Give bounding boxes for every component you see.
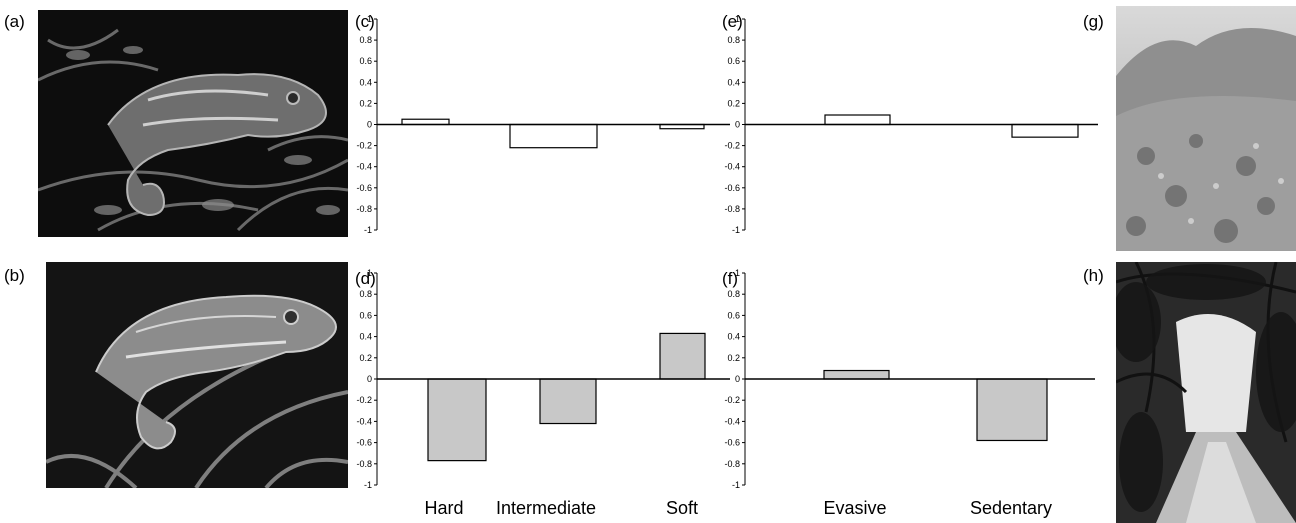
chart-d-y-tick-label: 0.2 bbox=[359, 353, 372, 363]
chart-e-y-tick-label: -0.4 bbox=[724, 162, 740, 172]
chart-c-y-tick-label: 1 bbox=[367, 14, 372, 24]
chart-f-y-tick-label: 0.2 bbox=[727, 353, 740, 363]
chart-c-y-tick-label: 0 bbox=[367, 120, 372, 130]
chart-c-y-tick-label: -0.6 bbox=[356, 183, 372, 193]
chart-e-y-tick-label: 0.4 bbox=[727, 77, 740, 87]
photo-habitat-g bbox=[1116, 6, 1296, 251]
chart-f-bar-evasive bbox=[823, 369, 890, 380]
fynbos-habitat-image bbox=[1116, 6, 1296, 251]
chart-e-y-tick-label: 0.2 bbox=[727, 98, 740, 108]
chart-c-bar-hard bbox=[401, 118, 450, 126]
chameleon-a-image bbox=[38, 10, 348, 237]
chart-e-y-tick-label: 1 bbox=[735, 14, 740, 24]
category-label-soft: Soft bbox=[666, 498, 698, 518]
chart-f-y-tick-label: 0 bbox=[735, 374, 740, 384]
category-label-intermediate: Intermediate bbox=[496, 498, 596, 518]
chart-e-y-tick-label: -1 bbox=[732, 225, 740, 235]
chart-f-y-tick-label: -0.4 bbox=[724, 416, 740, 426]
chart-f-y-tick-label: 0.6 bbox=[727, 310, 740, 320]
chart-d-y-tick-label: -1 bbox=[364, 480, 372, 490]
chart-e-y-tick-label: 0 bbox=[735, 120, 740, 130]
panel-label-f: (f) bbox=[722, 269, 739, 288]
chart-d-y-tick-label: 0.4 bbox=[359, 332, 372, 342]
chart-e-y-tick-label: 0.8 bbox=[727, 35, 740, 45]
forest-stream-image bbox=[1116, 262, 1296, 523]
chart-d-y-tick-label: 0 bbox=[367, 374, 372, 384]
photo-chameleon-a bbox=[38, 10, 348, 237]
panel-label-g: (g) bbox=[1083, 12, 1104, 31]
chart-c-y-tick-label: 0.4 bbox=[359, 77, 372, 87]
chart-f-y-tick-label: -0.6 bbox=[724, 438, 740, 448]
chart-f-y-tick-label: 0.8 bbox=[727, 289, 740, 299]
chart-f-y-tick-label: -0.8 bbox=[724, 459, 740, 469]
chart-f-y-tick-label: -0.2 bbox=[724, 395, 740, 405]
chart-c-y-tick-label: 0.6 bbox=[359, 56, 372, 66]
chart-e-y-tick-label: 0.6 bbox=[727, 56, 740, 66]
chart-d-bar-intermediate bbox=[539, 378, 597, 425]
panel-label-e: (e) bbox=[722, 12, 743, 31]
chart-d-bar-hard bbox=[427, 378, 487, 462]
chart-d-y-tick-label: -0.4 bbox=[356, 416, 372, 426]
chart-e-bar-sedentary bbox=[1011, 123, 1079, 138]
photo-chameleon-b bbox=[46, 262, 348, 488]
chart-e-y-tick-label: -0.8 bbox=[724, 204, 740, 214]
chart-c-y-tick-label: -0.2 bbox=[356, 141, 372, 151]
chart-c-y-tick-label: -0.8 bbox=[356, 204, 372, 214]
chart-c-y-tick-label: -1 bbox=[364, 225, 372, 235]
chameleon-b-image bbox=[46, 262, 348, 488]
chart-d-y-tick-label: 0.8 bbox=[359, 289, 372, 299]
chart-e-bar-evasive bbox=[824, 114, 891, 126]
category-label-hard: Hard bbox=[424, 498, 463, 518]
panel-label-b: (b) bbox=[4, 266, 25, 285]
panel-label-a: (a) bbox=[4, 12, 25, 31]
panel-label-c: (c) bbox=[355, 12, 375, 31]
photo-habitat-h bbox=[1116, 262, 1296, 523]
chart-d-y-tick-label: -0.6 bbox=[356, 438, 372, 448]
chart-f-bar-sedentary bbox=[976, 378, 1048, 442]
category-label-sedentary: Sedentary bbox=[970, 498, 1052, 518]
chart-c-y-tick-label: -0.4 bbox=[356, 162, 372, 172]
chart-c-bar-intermediate bbox=[509, 123, 598, 149]
chart-d-y-tick-label: -0.8 bbox=[356, 459, 372, 469]
chart-f-y-tick-label: 0.4 bbox=[727, 332, 740, 342]
chart-e-y-tick-label: -0.2 bbox=[724, 141, 740, 151]
chart-c-y-tick-label: 0.8 bbox=[359, 35, 372, 45]
chart-d-y-tick-label: 0.6 bbox=[359, 310, 372, 320]
panel-label-h: (h) bbox=[1083, 266, 1104, 285]
chart-c-y-tick-label: 0.2 bbox=[359, 98, 372, 108]
panel-label-d: (d) bbox=[355, 269, 376, 288]
chart-e-y-tick-label: -0.6 bbox=[724, 183, 740, 193]
category-label-evasive: Evasive bbox=[823, 498, 886, 518]
chart-d-y-tick-label: -0.2 bbox=[356, 395, 372, 405]
chart-d-y-tick-label: 1 bbox=[367, 268, 372, 278]
chart-f-y-tick-label: -1 bbox=[732, 480, 740, 490]
chart-f-y-tick-label: 1 bbox=[735, 268, 740, 278]
chart-d-bar-soft bbox=[659, 332, 706, 380]
